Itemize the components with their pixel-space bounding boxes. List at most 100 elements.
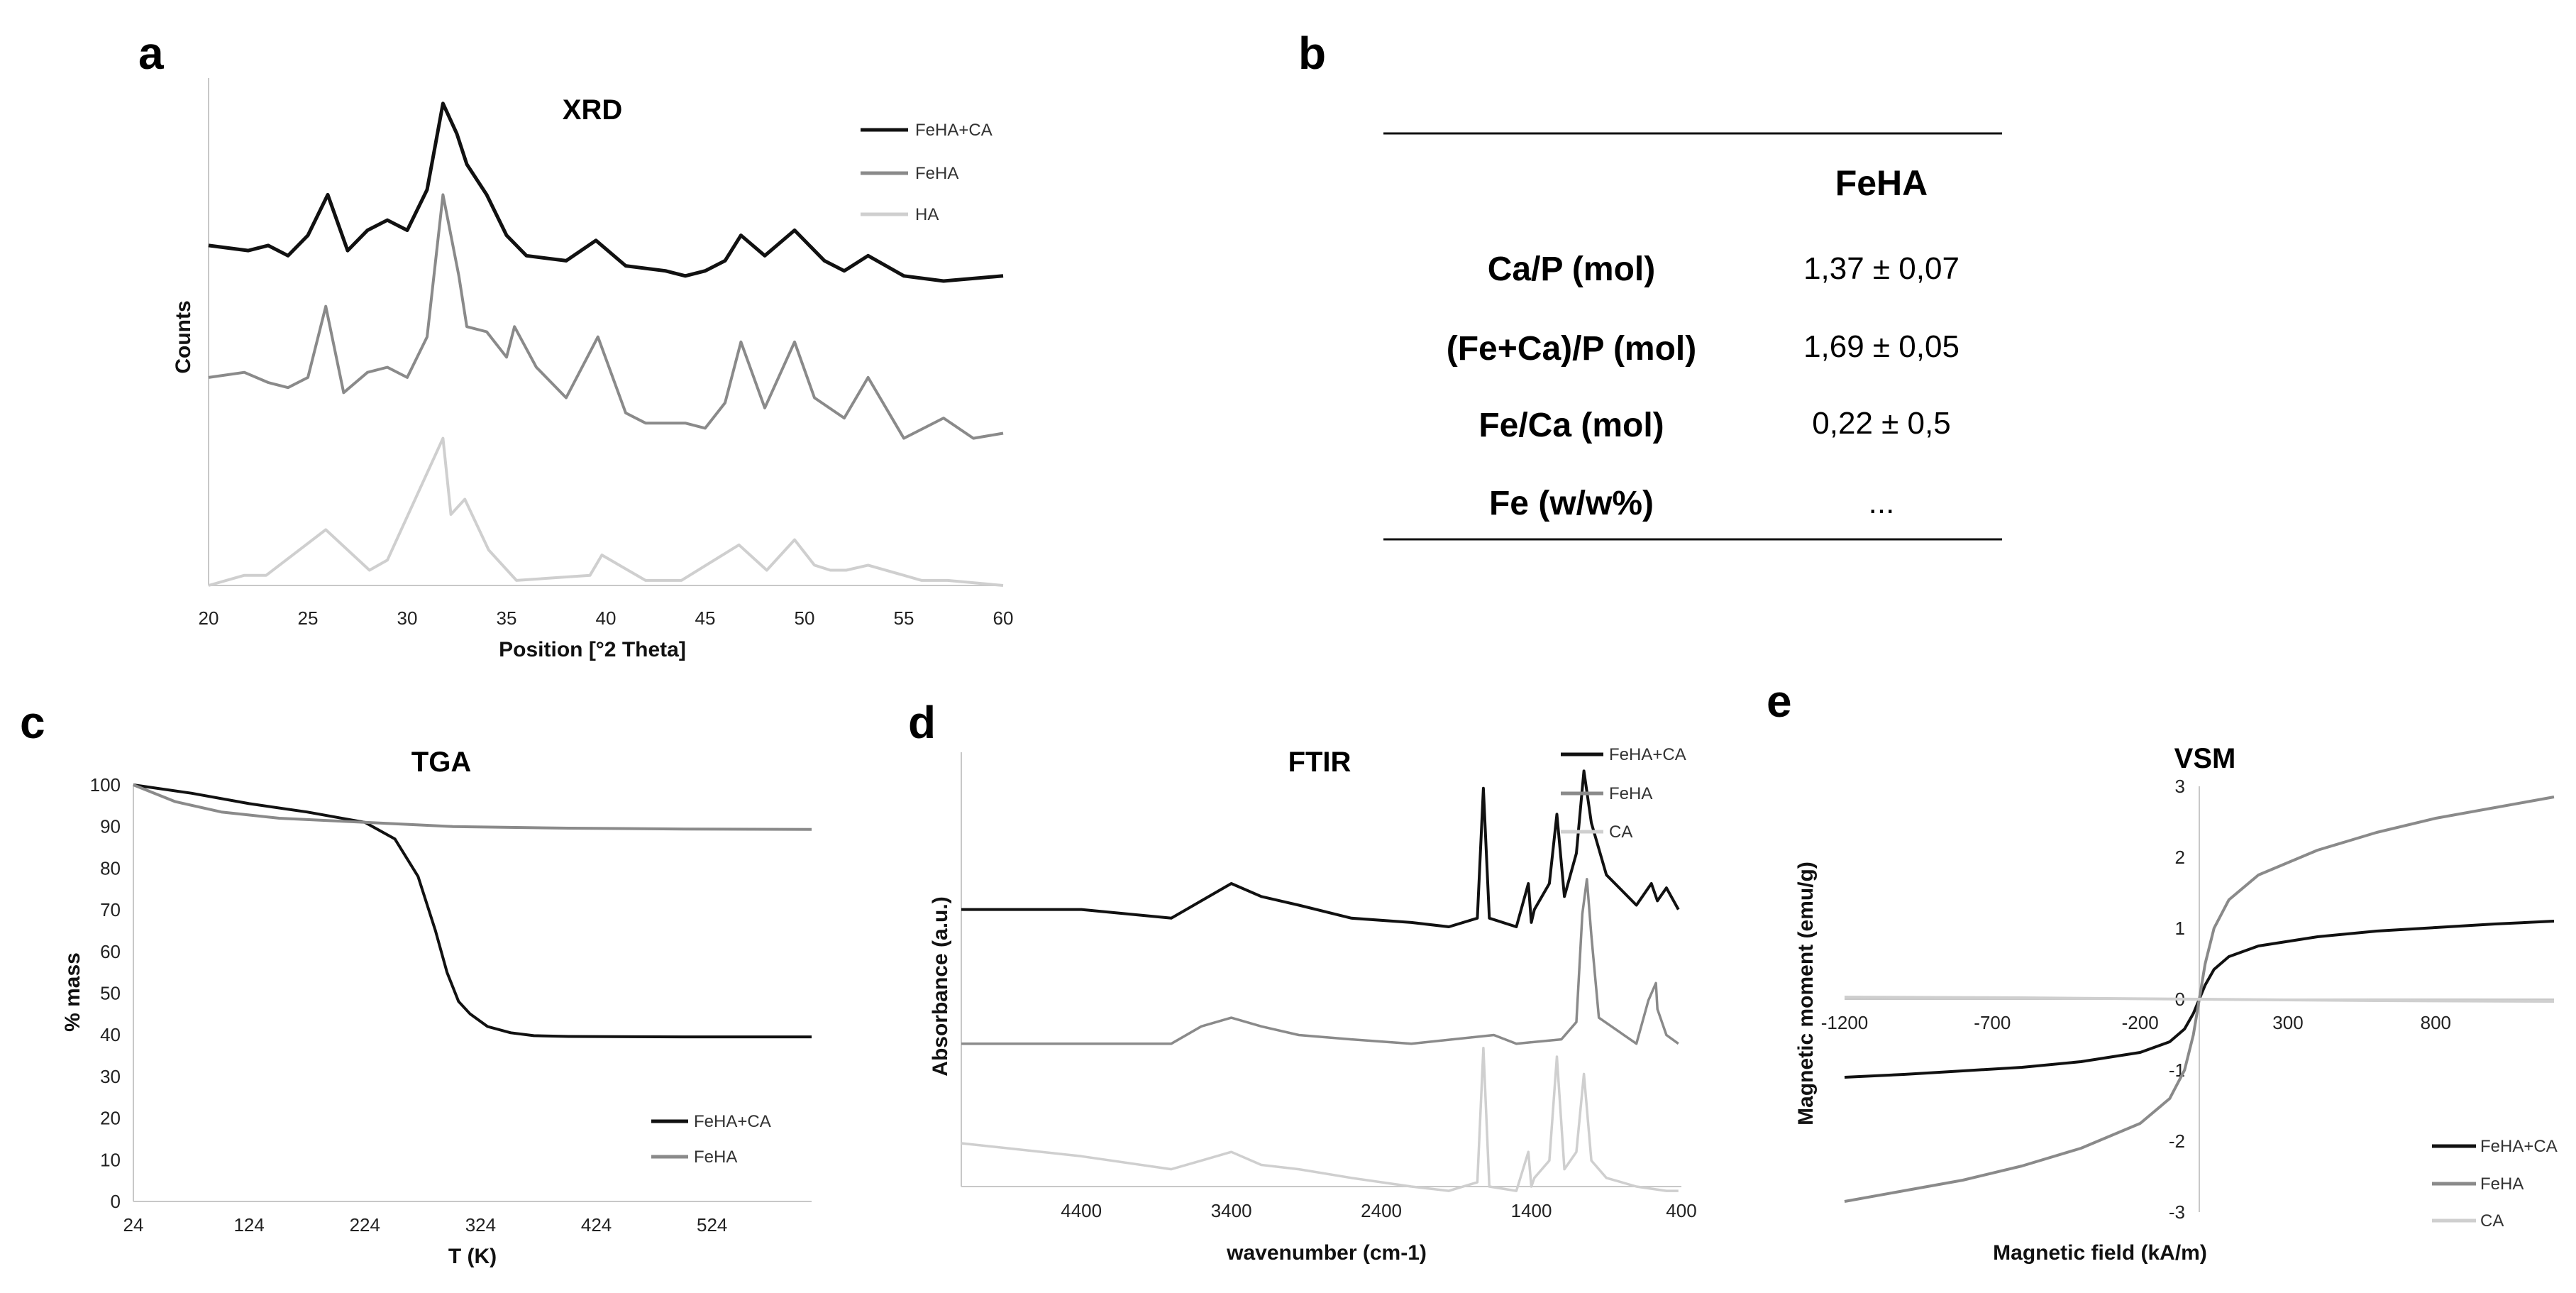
tick-label: 224 xyxy=(350,1214,380,1236)
tick-label: 40 xyxy=(100,1024,121,1045)
ftir-y-label: Absorbance (a.u.) xyxy=(929,896,952,1076)
tick-label: 424 xyxy=(581,1214,612,1236)
tick-label: 60 xyxy=(993,607,1014,629)
tick-label: 80 xyxy=(100,857,121,879)
tick-label: 400 xyxy=(1666,1200,1696,1221)
tga-title: TGA xyxy=(411,747,471,778)
tick-label: 124 xyxy=(233,1214,264,1236)
vsm-title: VSM xyxy=(2174,743,2236,774)
series-feha-ca-line xyxy=(133,783,812,1039)
table-row-label: Fe (w/w%) xyxy=(1489,485,1654,522)
tick-label: 4400 xyxy=(1061,1200,1102,1221)
series-feha-line xyxy=(208,193,1004,440)
legend-label: FeHA+CA xyxy=(915,121,993,140)
legend-label: FeHA xyxy=(915,164,958,183)
series-ha-line xyxy=(208,436,1004,587)
panel-letter-c: c xyxy=(20,697,45,748)
tick-label: 55 xyxy=(894,607,914,629)
panel-c: c TGA 24 124 224 324 424 524 0 10 20 30 40 50 60 70 80… xyxy=(20,697,812,1268)
series-feha-ca-line xyxy=(208,101,1004,283)
tick-label: 100 xyxy=(90,774,121,796)
series-feha-ca-line xyxy=(961,769,1680,928)
panel-letter-d: d xyxy=(908,697,936,748)
tick-label: 60 xyxy=(100,941,121,962)
tick-label: -2 xyxy=(2169,1130,2185,1152)
ftir-legend: FeHA+CA FeHA CA xyxy=(1561,745,1686,842)
series-feha-line xyxy=(961,878,1679,1045)
tick-label: 70 xyxy=(100,899,121,920)
table-row-value: 1,37 ± 0,07 xyxy=(1803,251,1959,286)
legend-label: HA xyxy=(915,205,939,224)
tick-label: 2400 xyxy=(1361,1200,1402,1221)
table-row-value: 1,69 ± 0,05 xyxy=(1803,329,1959,364)
tick-label: 45 xyxy=(695,607,716,629)
tick-label: 10 xyxy=(100,1149,121,1170)
tga-series xyxy=(133,783,812,1039)
ftir-ticks: 4400 3400 2400 1400 400 xyxy=(1061,1200,1696,1221)
tick-label: 50 xyxy=(795,607,815,629)
tick-label: 324 xyxy=(465,1214,496,1236)
tick-label: -700 xyxy=(1974,1012,2011,1033)
ftir-title: FTIR xyxy=(1288,747,1351,778)
xrd-y-label: Counts xyxy=(172,300,195,373)
tick-label: 30 xyxy=(100,1066,121,1087)
legend-label: FeHA+CA xyxy=(694,1112,771,1131)
series-ca-line xyxy=(1844,996,2555,1003)
vsm-x-label: Magnetic field (kA/m) xyxy=(1993,1241,2207,1265)
panel-d: d FTIR 4400 3400 2400 1400 400 wavenumber (c… xyxy=(908,697,1697,1265)
xrd-x-label: Position [°2 Theta] xyxy=(499,638,686,661)
tga-y-label: % mass xyxy=(61,952,84,1032)
tick-label: 30 xyxy=(397,607,418,629)
tick-label: 35 xyxy=(497,607,517,629)
tga-x-label: T (K) xyxy=(448,1245,497,1268)
vsm-series xyxy=(1844,796,2555,1203)
legend-label: FeHA xyxy=(1609,784,1652,803)
tick-label: 0 xyxy=(111,1191,121,1212)
series-ca-line xyxy=(961,1047,1679,1192)
tick-label: 25 xyxy=(298,607,319,629)
tga-ticks: 24 124 224 324 424 524 0 10 20 30 40 50 60 70 80 90 100 xyxy=(90,774,728,1236)
tick-label: 3 xyxy=(2175,776,2185,797)
tick-label: -3 xyxy=(2169,1201,2185,1223)
panel-a: a XRD 20 25 30 35 40 45 50 55 60 Position [°2 Th… xyxy=(138,28,1013,661)
panel-b: b FeHA Ca/P (mol) 1,37 ± 0,07 (Fe+Ca)/P … xyxy=(1298,28,2002,541)
ftir-series xyxy=(961,769,1680,1192)
legend-label: CA xyxy=(1609,822,1632,842)
legend-label: FeHA+CA xyxy=(1609,745,1686,764)
tick-label: 50 xyxy=(100,983,121,1004)
tick-label: 300 xyxy=(2272,1012,2303,1033)
tick-label: 1400 xyxy=(1511,1200,1552,1221)
legend-label: CA xyxy=(2480,1211,2504,1231)
table-row-label: Fe/Ca (mol) xyxy=(1478,407,1664,444)
table-row-label: (Fe+Ca)/P (mol) xyxy=(1447,330,1697,368)
xrd-x-ticks: 20 25 30 35 40 45 50 55 60 xyxy=(199,607,1014,629)
vsm-y-label: Magnetic moment (emu/g) xyxy=(1794,862,1818,1126)
panel-letter-e: e xyxy=(1767,676,1792,727)
tick-label: 800 xyxy=(2421,1012,2451,1033)
series-feha-line xyxy=(133,783,812,831)
tick-label: 3400 xyxy=(1211,1200,1252,1221)
tick-label: 524 xyxy=(697,1214,727,1236)
tick-label: 24 xyxy=(123,1214,144,1236)
tick-label: -1 xyxy=(2169,1060,2185,1081)
tick-label: -200 xyxy=(2122,1012,2159,1033)
vsm-legend: FeHA+CA FeHA CA xyxy=(2432,1137,2558,1231)
legend-label: FeHA xyxy=(694,1148,737,1167)
tick-label: 90 xyxy=(100,816,121,837)
panel-letter-a: a xyxy=(138,28,164,79)
tick-label: 40 xyxy=(596,607,617,629)
xrd-series xyxy=(208,101,1004,587)
table-row-value: ... xyxy=(1869,485,1895,520)
tick-label: 2 xyxy=(2175,847,2185,868)
tick-label: -1200 xyxy=(1821,1012,1869,1033)
table-column-header: FeHA xyxy=(1835,163,1928,203)
table-row-value: 0,22 ± 0,5 xyxy=(1812,406,1950,441)
tick-label: 1 xyxy=(2175,918,2185,939)
tick-label: 20 xyxy=(100,1108,121,1129)
panel-letter-b: b xyxy=(1298,28,1326,79)
tick-label: 20 xyxy=(199,607,219,629)
ftir-x-label: wavenumber (cm-1) xyxy=(1226,1241,1427,1265)
legend-label: FeHA+CA xyxy=(2480,1137,2558,1156)
